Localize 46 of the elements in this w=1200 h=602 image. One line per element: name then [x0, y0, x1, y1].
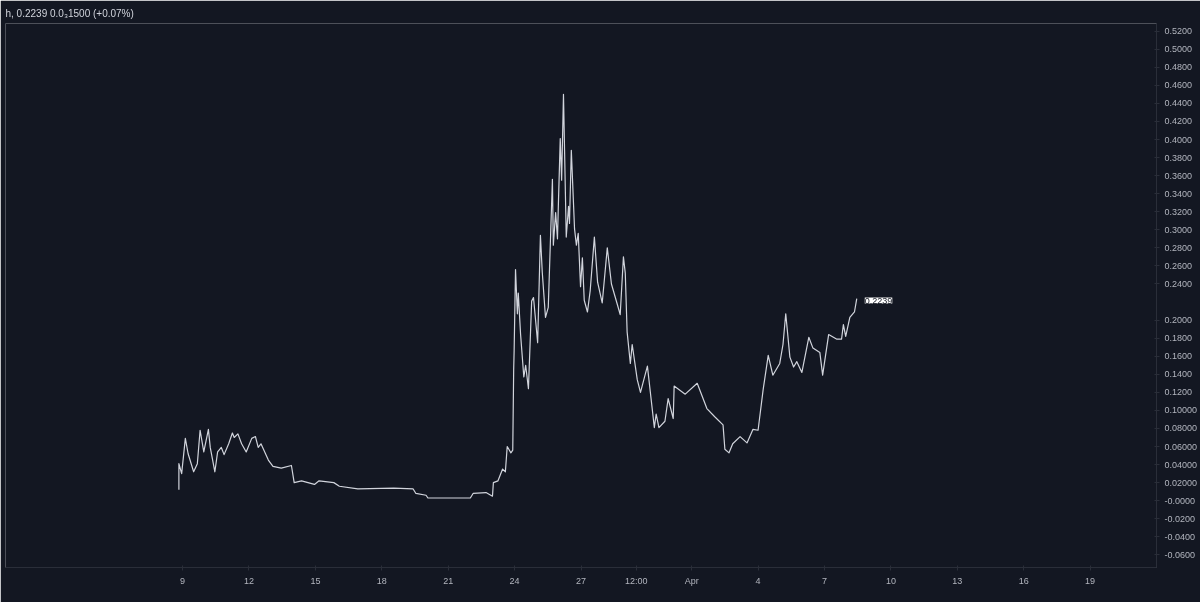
- y-tick-label: 0.2600: [1164, 260, 1193, 271]
- y-tick-label: 0.1200: [1164, 387, 1193, 398]
- x-tick-label: 10: [885, 575, 896, 586]
- y-tick-label: 0.1400: [1164, 369, 1193, 380]
- y-tick-label: 0.5200: [1164, 26, 1193, 37]
- y-tick-label: 0.04000: [1164, 459, 1198, 470]
- y-tick-label: 0.3400: [1164, 188, 1193, 199]
- x-tick-label: 27: [575, 575, 587, 586]
- x-tick-label: 15: [310, 575, 321, 586]
- x-tick-label: 7: [821, 575, 827, 586]
- x-tick-label: 12: [243, 575, 254, 586]
- y-tick-label: 0.4600: [1164, 80, 1193, 91]
- chart-title: h, 0.2239 0.0₃1500 (+0.07%): [5, 7, 134, 19]
- y-tick-label: 0.3800: [1164, 152, 1193, 163]
- x-tick-label: 21: [443, 575, 454, 586]
- y-tick-label: 0.1600: [1164, 351, 1193, 362]
- annotation: 0.2239: [864, 295, 893, 306]
- y-tick-label: 0.4200: [1164, 116, 1193, 127]
- x-tick-label: 24: [509, 575, 520, 586]
- y-tick-label: 0.02000: [1164, 477, 1198, 488]
- y-tick-label: 0.2800: [1164, 242, 1193, 253]
- y-tick-label: 0.2000: [1164, 315, 1193, 326]
- y-tick-label: 0.3000: [1164, 224, 1193, 235]
- x-tick-label: 12:00: [625, 575, 648, 586]
- y-tick-label: 0.06000: [1164, 441, 1198, 452]
- x-tick-label: 19: [1085, 575, 1096, 586]
- x-tick-label: 18: [376, 575, 387, 586]
- y-tick-label: -0.0600: [1164, 549, 1196, 560]
- y-tick-label: 0.5000: [1164, 44, 1193, 55]
- y-tick-label: 0.08000: [1164, 423, 1198, 434]
- y-tick-label: 0.2400: [1164, 278, 1193, 289]
- y-tick-label: -0.0200: [1164, 513, 1196, 524]
- y-tick-label: 0.3600: [1164, 170, 1193, 181]
- y-tick-label: 0.4000: [1164, 134, 1193, 145]
- y-tick-label: -0.0000: [1164, 495, 1196, 506]
- y-tick-label: 0.1800: [1164, 333, 1193, 344]
- y-tick-label: 0.3200: [1164, 206, 1193, 217]
- x-tick-label: Apr: [684, 575, 699, 586]
- x-tick-label: 4: [755, 575, 761, 586]
- y-tick-label: 0.4800: [1164, 62, 1193, 73]
- x-tick-label: 13: [952, 575, 963, 586]
- y-tick-label: 0.4400: [1164, 98, 1193, 109]
- x-tick-label: 9: [180, 575, 186, 586]
- y-tick-label: 0.10000: [1164, 405, 1198, 416]
- x-tick-label: 16: [1018, 575, 1029, 586]
- y-tick-label: -0.0400: [1164, 531, 1196, 542]
